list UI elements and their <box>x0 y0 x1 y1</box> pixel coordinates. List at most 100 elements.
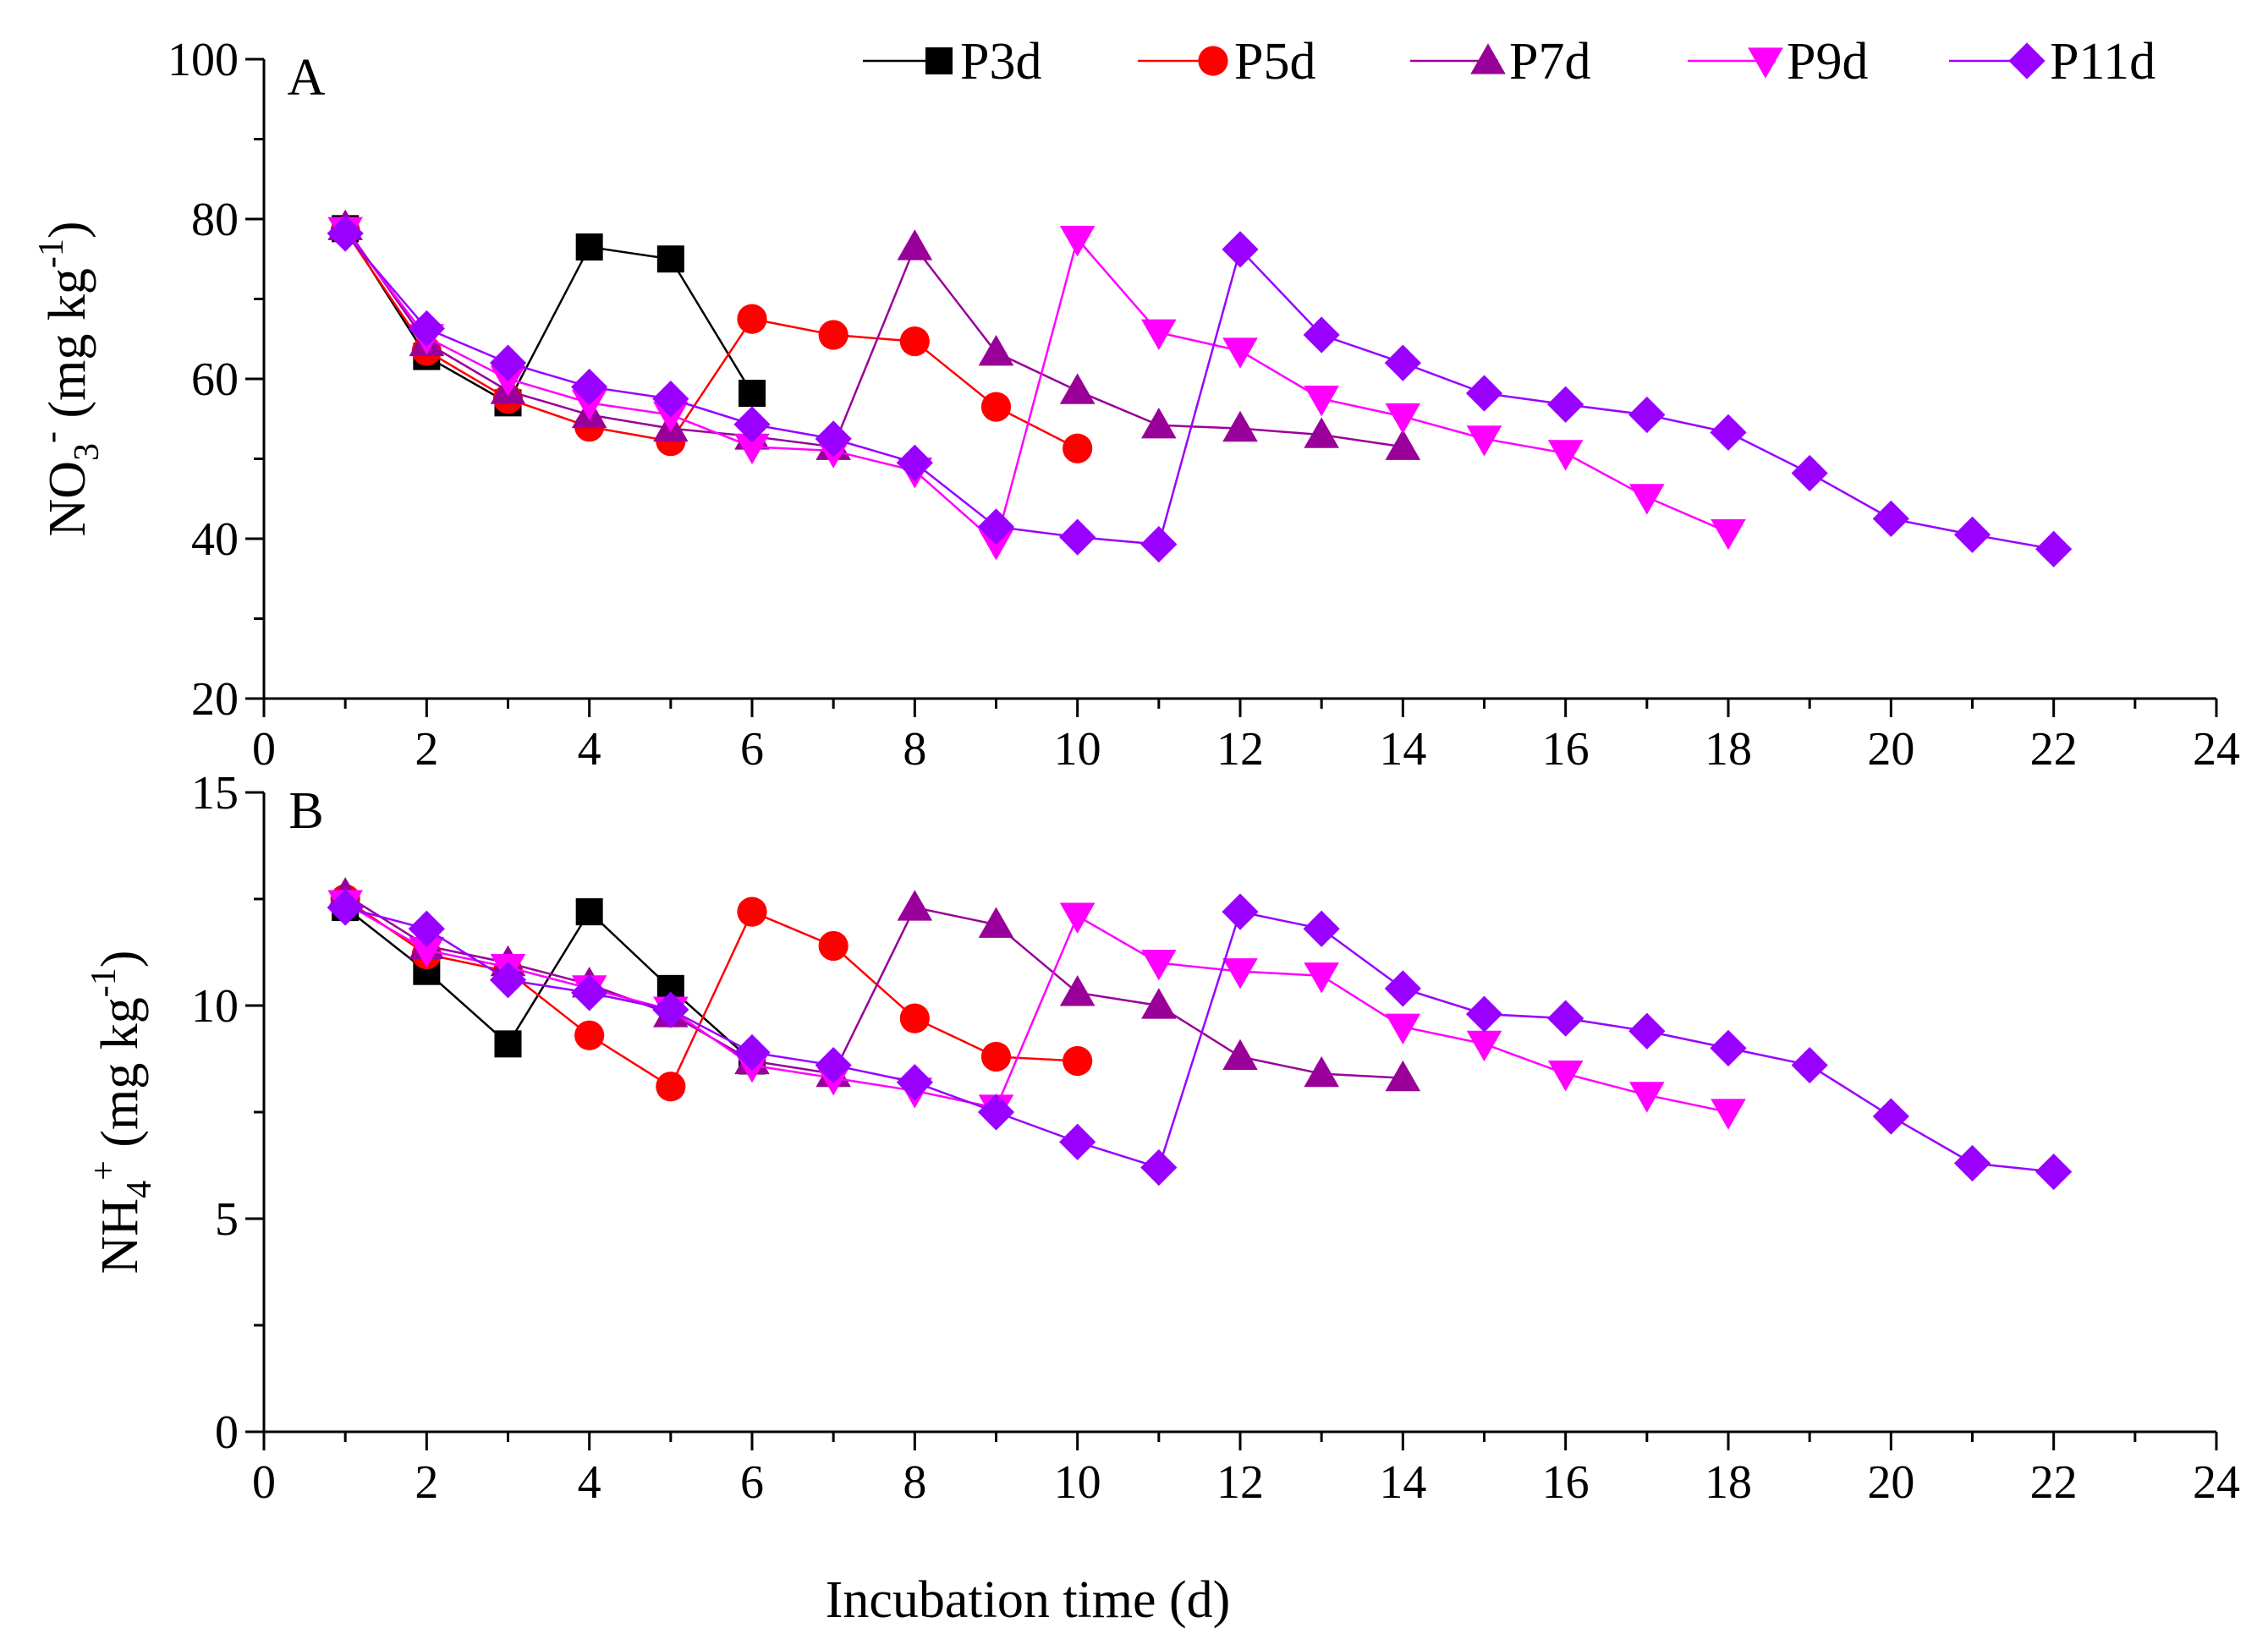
panel-a-point-p11d <box>1222 231 1259 268</box>
panel-a-point-p11d <box>489 344 527 381</box>
panel-a-y-tick-label: 100 <box>167 34 239 86</box>
legend-label-p11d: P11d <box>2050 33 2155 90</box>
panel-a-x-tick-label: 24 <box>2193 723 2240 776</box>
panel-a-point-p3d <box>575 233 603 261</box>
panel-a-point-p11d <box>408 310 445 348</box>
panel-b-letter: B <box>288 782 323 840</box>
panel-b-point-p5d <box>656 1072 686 1102</box>
panel-a-point-p5d <box>818 320 848 350</box>
panel-a-point-p9d <box>1059 226 1096 257</box>
panel-a-x-tick-label: 10 <box>1054 723 1101 776</box>
legend-entry-p11d: P11d <box>1949 33 2155 90</box>
panel-b-point-p11d <box>977 1094 1015 1131</box>
legend-marker-p7d <box>1470 43 1506 74</box>
panel-a-series-line-p11d <box>344 233 2054 551</box>
legend-entry-p5d: P5d <box>1138 33 1315 90</box>
panel-b-series-line-p11d <box>344 906 2054 1173</box>
panel-b-y-tick-label: 0 <box>215 1406 239 1459</box>
panel-a-point-p7d <box>1222 410 1258 442</box>
legend-marker-p5d <box>1198 46 1228 76</box>
panel-b-point-p11d <box>1547 1000 1584 1037</box>
panel-b-point-p11d <box>652 991 689 1028</box>
panel-a-x-tick-label: 6 <box>740 723 764 776</box>
panel-b-point-p9d <box>1547 1061 1584 1092</box>
panel-b-point-p5d <box>574 1020 605 1050</box>
panel-b-x-tick-label: 22 <box>2030 1456 2078 1509</box>
panel-b-x-tick-label: 18 <box>1705 1456 1752 1509</box>
panel-b-point-p9d <box>409 936 445 968</box>
panel-a-point-p11d <box>2035 530 2073 567</box>
panel-a-point-p7d <box>978 335 1014 366</box>
panel-b-series-line-p9d <box>344 902 1729 1114</box>
panel-b-point-p11d <box>896 1064 933 1101</box>
panel-b-point-p5d <box>899 1003 930 1033</box>
panel-b-x-tick-label: 4 <box>578 1456 601 1509</box>
panel-b-point-p9d <box>1141 950 1177 981</box>
panel-b-point-p7d <box>978 907 1014 938</box>
legend-marker-p3d <box>925 47 953 74</box>
panel-b-x-tick-label: 14 <box>1379 1456 1426 1509</box>
panel-b-point-p9d <box>1304 962 1339 994</box>
legend: P3d P5d P7d P9d P11d <box>863 33 2155 90</box>
panel-a-x-tick-label: 0 <box>252 723 276 776</box>
panel-a-point-p11d <box>652 381 689 418</box>
panel-a-x-tick-label: 14 <box>1379 723 1426 776</box>
panel-b-point-p9d <box>1466 1030 1502 1062</box>
panel-a-point-p11d <box>1872 500 1909 537</box>
panel-b-series-p9d <box>327 890 1746 1130</box>
panel-a-letter: A <box>288 49 326 107</box>
panel-b-point-p11d <box>1791 1046 1828 1084</box>
panel-b-x-tick-label: 12 <box>1216 1456 1264 1509</box>
panel-a-series-line-p3d <box>344 227 754 405</box>
panel-a-point-p9d <box>1304 386 1339 417</box>
panel-a-series-line-p5d <box>344 230 1079 450</box>
panel-a-point-p9d <box>734 433 770 465</box>
panel-b-point-p9d <box>1385 1013 1421 1044</box>
panel-b-point-p11d <box>408 910 445 947</box>
panel-b-y-axis-title: NH4+ (mg kg-1) <box>85 951 159 1274</box>
panel-a-series-p3d <box>332 215 766 417</box>
panel-b-x-tick-label: 24 <box>2193 1456 2240 1509</box>
panel-b-series-line-p3d <box>344 907 753 1062</box>
panel-b-y-tick-label: 15 <box>191 767 239 820</box>
legend-entry-p7d: P7d <box>1410 33 1590 90</box>
panel-b-point-p11d <box>489 962 527 999</box>
panel-a-x-tick-label: 8 <box>903 723 926 776</box>
panel-a-x-tick-label: 18 <box>1705 723 1752 776</box>
panel-a-point-p11d <box>1059 518 1096 556</box>
panel-b-y-tick-label: 5 <box>215 1193 239 1246</box>
panel-b-point-p5d <box>737 896 767 927</box>
panel-b-x-tick-label: 16 <box>1542 1456 1590 1509</box>
panel-a-point-p9d <box>1547 440 1584 471</box>
panel-a-point-p5d <box>980 392 1012 422</box>
legend-label-p3d: P3d <box>960 33 1041 90</box>
panel-a-y-tick-label: 80 <box>191 194 239 246</box>
x-axis-title: Incubation time (d) <box>826 1571 1231 1629</box>
panel-b-point-p7d <box>1222 1039 1258 1071</box>
panel-b-point-p7d <box>1141 988 1177 1019</box>
panel-a-point-p11d <box>896 444 933 481</box>
panel-b-point-p11d <box>1953 1144 1991 1182</box>
panel-a-point-p9d <box>1629 484 1665 515</box>
legend-entry-p3d: P3d <box>863 33 1041 90</box>
panel-a-point-p11d <box>815 420 852 458</box>
panel-a-point-p7d <box>1304 417 1339 448</box>
legend-marker-p9d <box>1748 47 1783 79</box>
panel-b-series-p5d <box>330 884 1093 1102</box>
panel-a-point-p11d <box>571 368 608 406</box>
panel-a-x-tick-label: 16 <box>1542 723 1590 776</box>
panel-a-x-tick-label: 22 <box>2030 723 2078 776</box>
panel-a-point-p11d <box>1140 526 1178 563</box>
panel-b-point-p7d <box>1385 1060 1421 1092</box>
panel-b-series-p11d <box>327 889 2073 1191</box>
panel-b-point-p11d <box>1384 970 1421 1007</box>
panel-a-point-p11d <box>1547 386 1584 423</box>
panel-a-point-p5d <box>1063 433 1093 463</box>
panel-a-point-p11d <box>1465 375 1503 412</box>
panel-a-point-p9d <box>1711 518 1746 551</box>
panel-b-point-p9d <box>1222 958 1258 989</box>
panel-b-point-p11d <box>1710 1029 1747 1066</box>
